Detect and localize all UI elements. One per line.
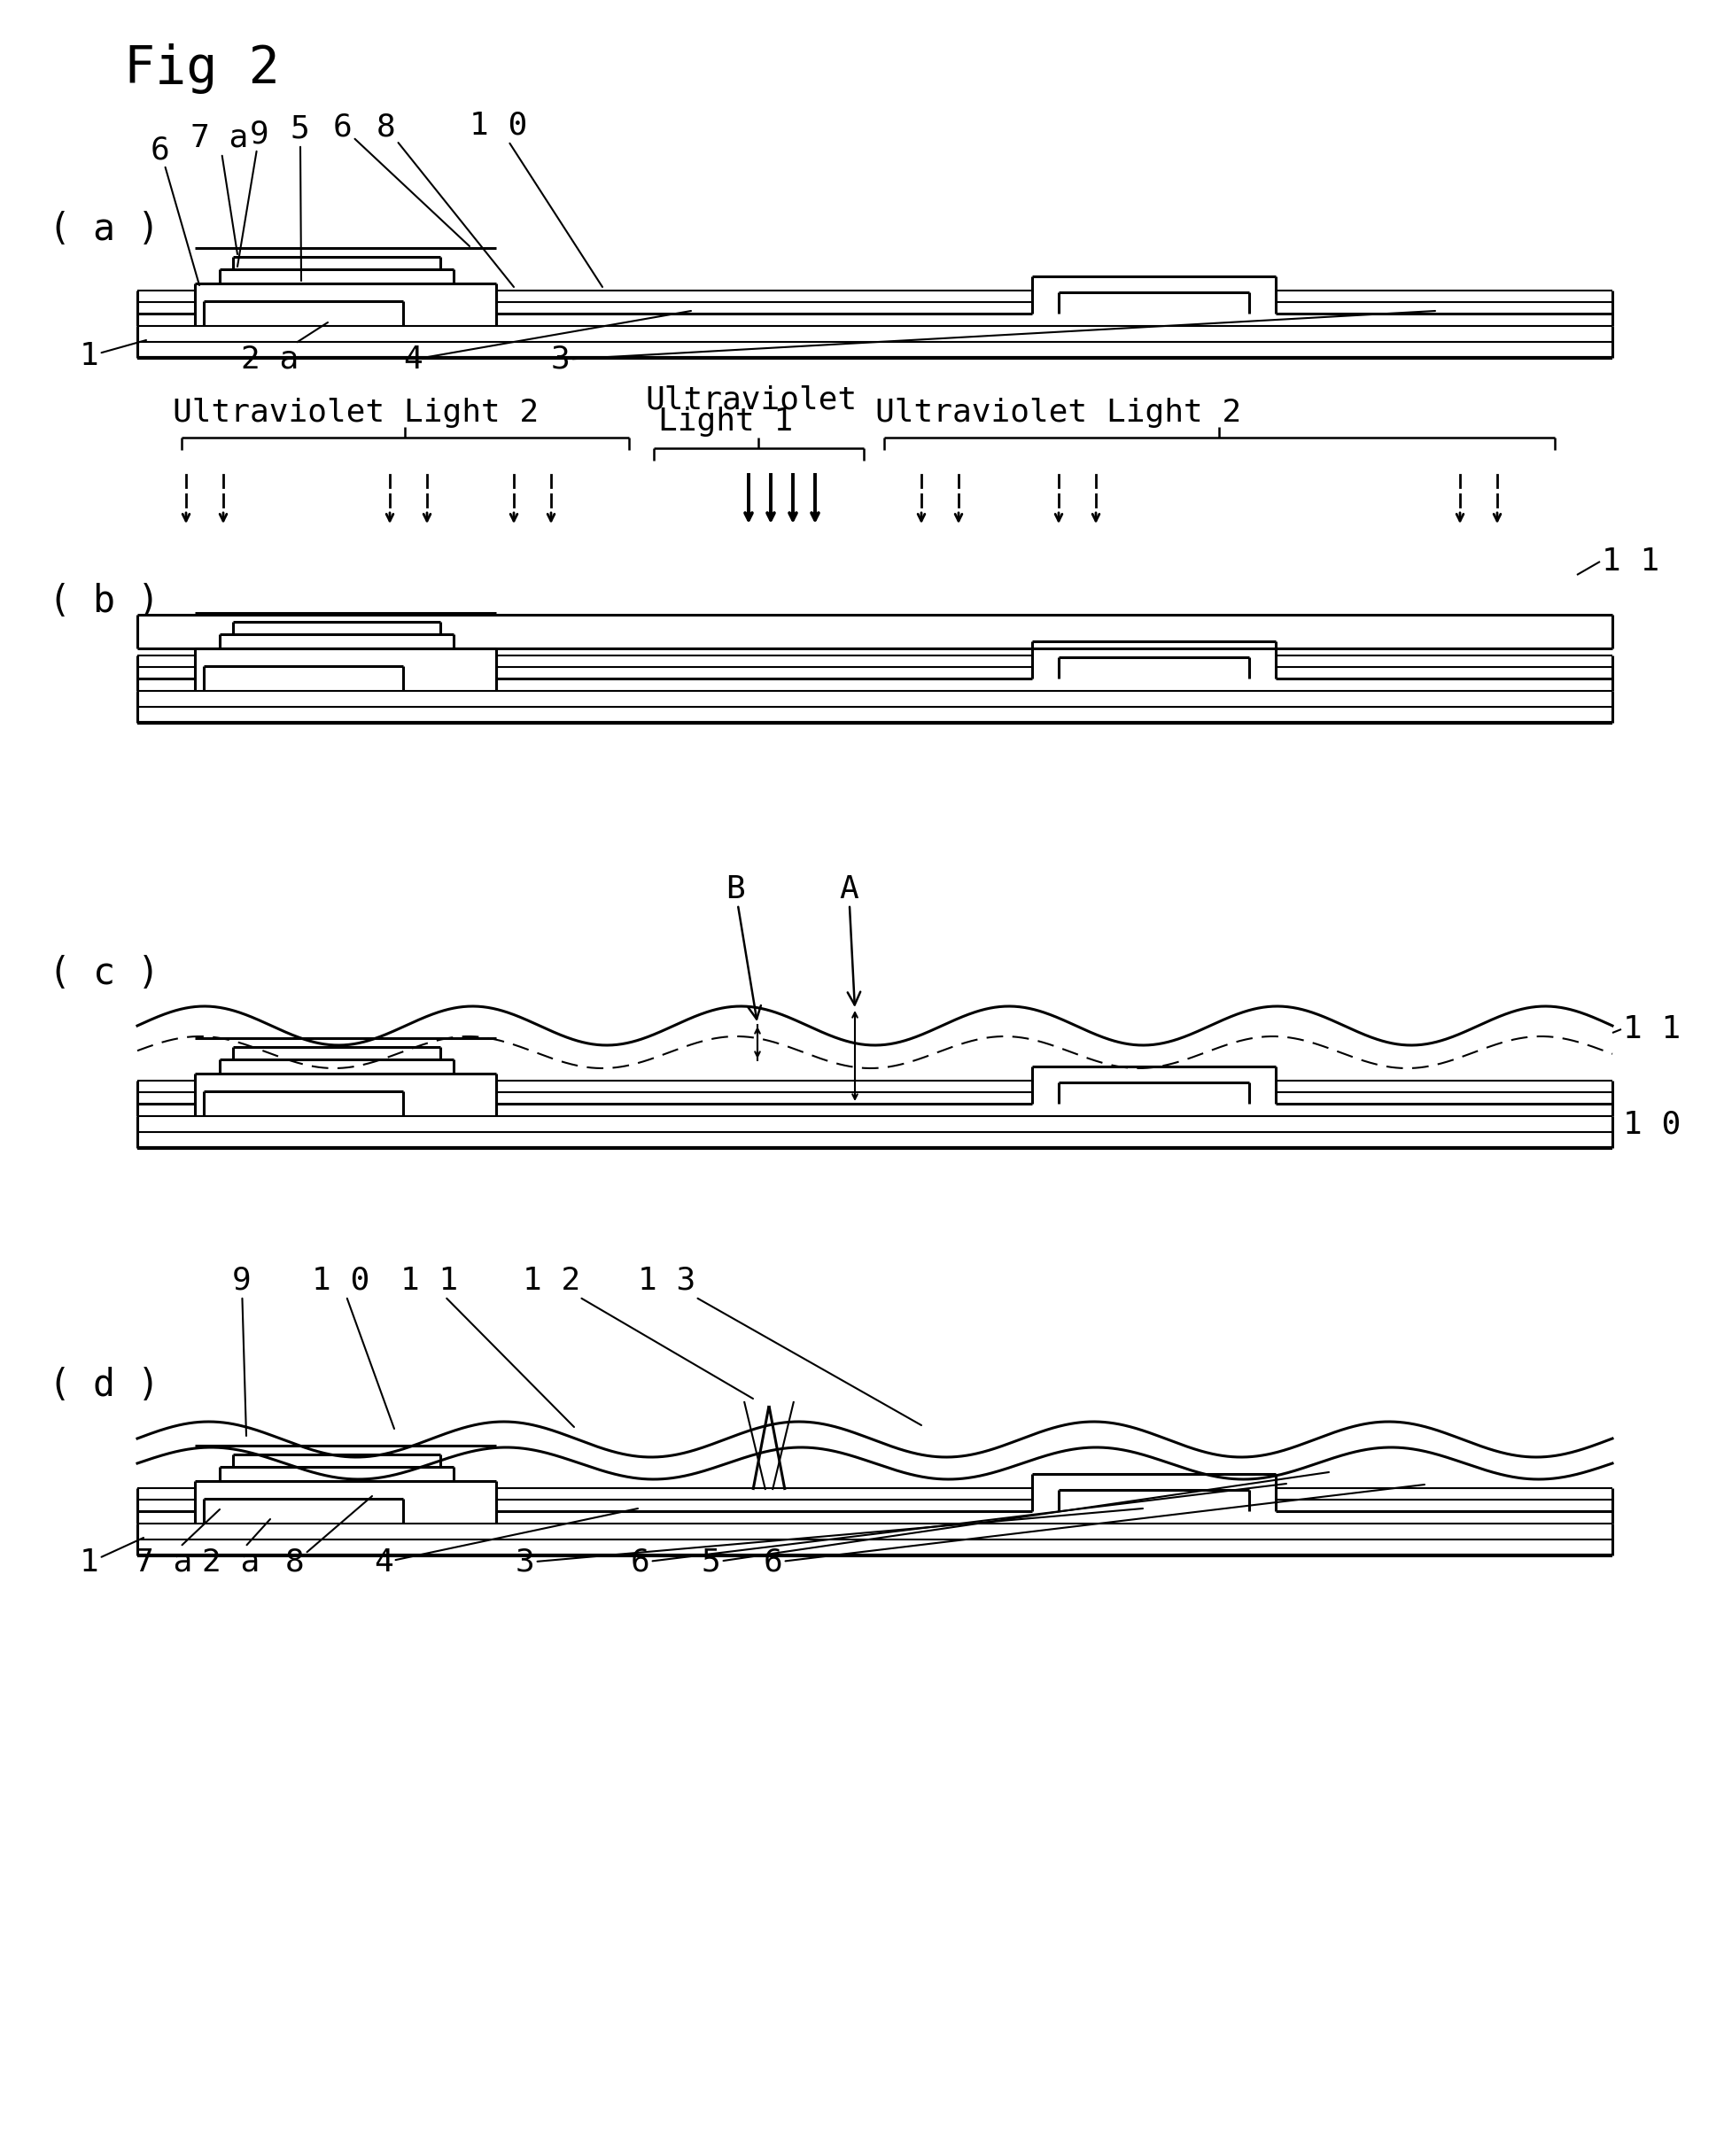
Text: 1: 1 <box>79 1537 143 1578</box>
Text: A: A <box>840 875 860 1005</box>
Text: ( c ): ( c ) <box>48 955 159 992</box>
Text: 3: 3 <box>515 1509 1143 1578</box>
Text: ( b ): ( b ) <box>48 582 159 621</box>
Text: 1 2: 1 2 <box>522 1266 753 1399</box>
Text: Ultraviolet: Ultraviolet <box>645 386 857 416</box>
Text: 1 0: 1 0 <box>469 110 602 287</box>
Text: 6: 6 <box>764 1485 1424 1578</box>
Text: 7 a: 7 a <box>134 1509 219 1578</box>
Text: 4: 4 <box>403 310 691 375</box>
Text: 8: 8 <box>376 112 514 287</box>
Text: ( a ): ( a ) <box>48 211 159 248</box>
Text: 5: 5 <box>702 1473 1329 1578</box>
Text: 1 1: 1 1 <box>1602 545 1660 576</box>
Text: 1 0: 1 0 <box>312 1266 395 1429</box>
Text: 2 a: 2 a <box>202 1520 271 1578</box>
Text: 1 1: 1 1 <box>400 1266 574 1427</box>
Text: 3: 3 <box>552 310 1434 375</box>
Text: Ultraviolet Light 2: Ultraviolet Light 2 <box>876 397 1241 427</box>
Text: 1 0: 1 0 <box>1622 1108 1681 1138</box>
Text: Ultraviolet Light 2: Ultraviolet Light 2 <box>172 397 540 427</box>
Text: 4: 4 <box>374 1509 638 1578</box>
Text: 6: 6 <box>631 1483 1286 1578</box>
Text: 6: 6 <box>333 112 469 246</box>
Text: 9: 9 <box>233 1266 252 1436</box>
Text: 5: 5 <box>291 114 310 280</box>
Text: 6: 6 <box>150 134 200 285</box>
Text: 2 a: 2 a <box>241 323 328 375</box>
Text: 1 3: 1 3 <box>638 1266 921 1425</box>
Text: 7 a: 7 a <box>190 123 248 254</box>
Text: Fig 2: Fig 2 <box>124 43 279 95</box>
Text: 1 1: 1 1 <box>1622 1013 1681 1044</box>
Text: ( d ): ( d ) <box>48 1367 159 1404</box>
Text: Light 1: Light 1 <box>659 407 793 438</box>
Text: 8: 8 <box>284 1496 372 1578</box>
Text: 1: 1 <box>79 341 147 371</box>
Text: B: B <box>726 875 760 1020</box>
Text: 9: 9 <box>238 119 269 267</box>
